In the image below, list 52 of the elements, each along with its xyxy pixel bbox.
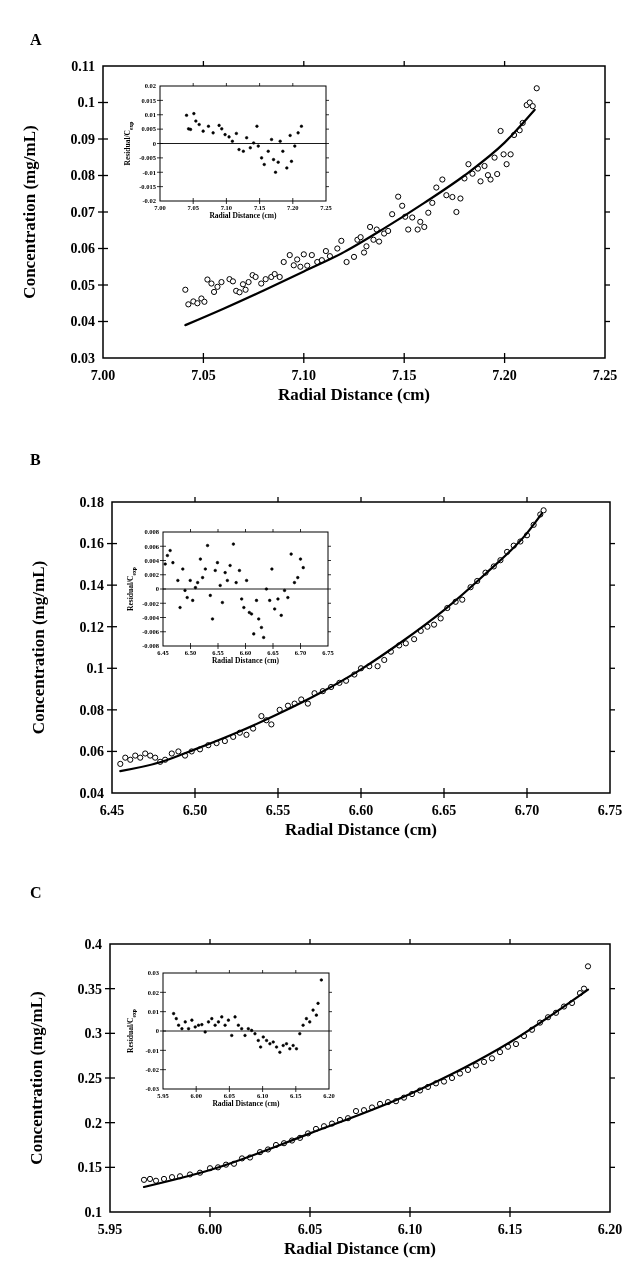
y-tick-label: 0.1 (86, 661, 104, 677)
y-tick-label: 0.15 (77, 1160, 102, 1176)
y-tick-label: 0.3 (84, 1026, 102, 1042)
y-tick-label: 0.06 (70, 241, 95, 257)
y-tick-label: 0.1 (84, 1204, 102, 1220)
y-axis-title: Concentration (mg/mL) (29, 560, 48, 735)
x-tick-label: 6.20 (597, 1222, 623, 1237)
x-tick-label: 6.05 (297, 1222, 323, 1237)
chart-title: A (30, 31, 42, 48)
x-tick-label: 6.45 (99, 803, 125, 818)
x-tick-label: 6.00 (197, 1222, 223, 1237)
x-tick-label: 6.10 (397, 1222, 423, 1237)
x-tick-label: 6.15 (497, 1222, 523, 1237)
y-tick-label: 0.08 (70, 168, 95, 184)
y-tick-label: 0.35 (77, 981, 102, 997)
x-axis-title: Radial Distance (cm) (283, 1239, 437, 1258)
y-tick-label: 0.04 (79, 785, 104, 801)
y-tick-label: 0.1 (77, 95, 95, 111)
chart-title: C (30, 884, 42, 901)
x-tick-label: 7.00 (90, 368, 116, 383)
x-tick-label: 7.20 (492, 368, 517, 383)
y-tick-label: 0.14 (79, 578, 104, 594)
y-tick-label: 0.06 (79, 744, 104, 760)
y-tick-label: 0.25 (77, 1070, 102, 1086)
x-tick-label: 7.15 (391, 368, 417, 383)
y-tick-label: 0.12 (79, 619, 104, 635)
x-axis-title: Radial Distance (cm) (284, 820, 438, 839)
y-axis-title: Concentration (mg/mL) (27, 991, 46, 1165)
y-tick-label: 0.04 (70, 314, 95, 330)
y-tick-label: 0.03 (70, 350, 95, 366)
y-tick-label: 0.11 (71, 58, 95, 74)
chart-title: B (30, 451, 41, 468)
x-axis-title: Radial Distance (cm) (277, 385, 431, 404)
x-tick-label: 7.05 (191, 368, 216, 383)
x-tick-label: 6.55 (265, 803, 291, 818)
y-tick-label: 0.4 (84, 936, 102, 952)
y-tick-label: 0.18 (79, 494, 104, 510)
x-tick-label: 6.70 (514, 803, 540, 818)
x-tick-label: 6.65 (431, 803, 457, 818)
y-tick-label: 0.2 (84, 1115, 102, 1131)
y-tick-label: 0.09 (70, 131, 95, 147)
y-tick-label: 0.05 (70, 277, 95, 293)
x-tick-label: 6.60 (348, 803, 374, 818)
x-tick-label: 7.10 (291, 368, 317, 383)
x-tick-label: 6.50 (182, 803, 208, 818)
y-tick-label: 0.08 (79, 702, 104, 718)
x-tick-label: 6.75 (597, 803, 623, 818)
x-tick-label: 5.95 (97, 1222, 123, 1237)
y-tick-label: 0.07 (70, 204, 95, 220)
y-axis-title: Concentration (mg/mL) (20, 125, 39, 299)
x-tick-label: 7.25 (592, 368, 618, 383)
y-tick-label: 0.16 (79, 536, 104, 552)
